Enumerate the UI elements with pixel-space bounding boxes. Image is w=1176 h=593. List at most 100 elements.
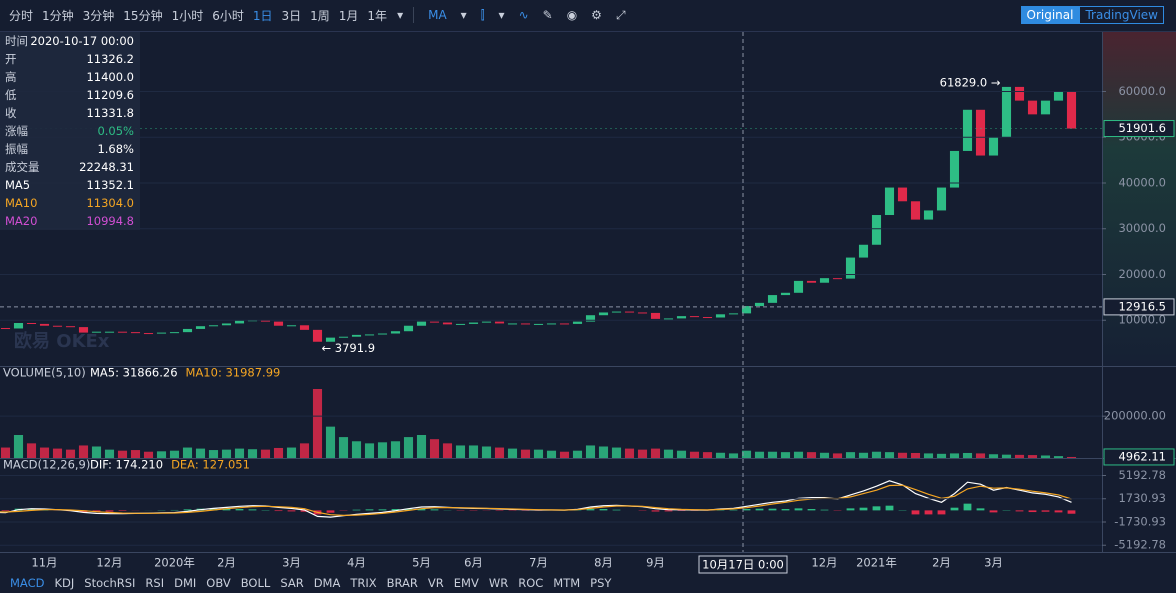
candle — [286, 325, 297, 327]
interval-button[interactable]: 1日 — [252, 8, 273, 23]
volume-bar — [1053, 456, 1064, 458]
indicator-tab[interactable]: DMI — [174, 576, 197, 590]
interval-button[interactable]: 1年 — [367, 8, 388, 23]
indicator-select[interactable]: MA — [428, 8, 447, 22]
macd-histogram-bar — [326, 510, 335, 513]
volume-bar — [975, 453, 986, 458]
interval-button[interactable]: 1小时 — [171, 8, 204, 23]
info-value: 2020-10-17 00:00 — [30, 34, 134, 48]
candle — [624, 311, 635, 313]
interval-button[interactable]: 1月 — [338, 8, 359, 23]
interval-button[interactable]: 6小时 — [212, 8, 244, 23]
volume-bar — [611, 447, 622, 458]
candle — [325, 337, 336, 342]
volume-bar — [351, 441, 362, 458]
tool-icon[interactable]: ▾ — [498, 8, 505, 22]
info-row: 高 11400.0 — [0, 68, 140, 86]
indicator-tab[interactable]: MACD — [10, 576, 45, 590]
macd-histogram-bar — [820, 509, 829, 511]
indicator-tab[interactable]: BRAR — [386, 576, 418, 590]
macd-histogram-bar — [781, 509, 790, 511]
candle — [962, 109, 973, 151]
macd-histogram-bar — [872, 506, 881, 511]
volume-bar — [52, 448, 63, 458]
volume-bar — [507, 448, 518, 458]
volume-bar — [299, 443, 310, 458]
macd-histogram-bar — [950, 507, 959, 511]
candle — [1001, 86, 1012, 138]
dropdown[interactable]: ▾ — [397, 8, 404, 22]
volume-bar — [234, 448, 245, 458]
candle — [1040, 100, 1051, 115]
interval-button[interactable]: 分时 — [9, 8, 34, 23]
info-label: 振幅 — [5, 142, 28, 156]
candle — [897, 187, 908, 202]
candle — [338, 336, 349, 338]
macd-histogram-bar — [430, 509, 439, 511]
indicator-tab[interactable]: StochRSI — [84, 576, 136, 590]
volume-bar — [429, 439, 440, 458]
candle — [754, 302, 765, 307]
macd-histogram-bar — [937, 510, 946, 515]
interval-button[interactable]: 3日 — [281, 8, 302, 23]
volume-bar — [312, 389, 323, 458]
candle — [39, 323, 50, 326]
interval-button[interactable]: 15分钟 — [123, 8, 163, 23]
candle — [780, 292, 791, 296]
price-marker: 4962.11 — [1118, 449, 1166, 463]
tool-icon[interactable]: ∿ — [518, 8, 529, 22]
indicator-tab[interactable]: ROC — [518, 576, 544, 590]
candle — [182, 328, 193, 333]
view-button[interactable]: TradingView — [1079, 6, 1164, 24]
tool-icon[interactable]: ▾ — [460, 8, 467, 22]
candle — [351, 334, 362, 337]
volume-bar — [156, 451, 167, 458]
info-value: 22248.31 — [79, 160, 134, 174]
candle — [169, 332, 180, 334]
interval-button[interactable]: 1周 — [310, 8, 330, 23]
volume-bar — [923, 453, 934, 458]
info-value: 10994.8 — [86, 214, 134, 228]
indicator-tab[interactable]: KDJ — [54, 576, 75, 590]
indicator-tab[interactable]: MTM — [553, 576, 581, 590]
candle — [455, 323, 466, 325]
tool-icon[interactable]: ⚙ — [591, 8, 602, 22]
volume-bar — [377, 442, 388, 458]
macd-histogram-bar — [794, 508, 803, 511]
candle — [26, 322, 37, 324]
tool-icon[interactable]: ⫿ — [480, 7, 485, 22]
y-tick-label: 20000.0 — [1118, 267, 1166, 281]
indicator-tab[interactable]: EMV — [453, 576, 479, 590]
volume-bar — [195, 448, 206, 458]
info-label: MA20 — [5, 214, 38, 228]
volume-bar — [13, 435, 24, 458]
volume-bar — [767, 451, 778, 458]
x-tick-label: 9月 — [646, 556, 665, 570]
macd-histogram-bar — [729, 509, 738, 511]
interval-button[interactable]: 1分钟 — [42, 8, 74, 23]
plot — [0, 86, 1077, 518]
info-value: 11331.8 — [86, 106, 134, 120]
interval-button[interactable]: 3分钟 — [82, 8, 115, 23]
indicator-tab[interactable]: PSY — [590, 576, 612, 590]
candle — [910, 201, 921, 220]
indicator-tab[interactable]: WR — [488, 576, 509, 590]
info-value: 11400.0 — [86, 70, 134, 84]
indicator-tab[interactable]: OBV — [206, 576, 231, 590]
candle — [156, 332, 167, 334]
indicator-tab[interactable]: BOLL — [240, 576, 271, 590]
indicator-tab[interactable]: TRIX — [350, 576, 377, 590]
candle — [0, 328, 11, 330]
crosshair-date-box — [698, 555, 788, 574]
indicator-tab[interactable]: RSI — [145, 576, 165, 590]
x-tick-label: 3月 — [282, 556, 301, 570]
candle — [559, 323, 570, 325]
tool-icon[interactable]: ◉ — [566, 8, 578, 22]
indicator-tab[interactable]: VR — [427, 576, 444, 590]
tool-icon[interactable]: ⤢ — [615, 7, 626, 22]
view-button[interactable]: Original — [1020, 6, 1080, 24]
tool-icon[interactable]: ✎ — [542, 8, 553, 22]
candle — [533, 323, 544, 325]
indicator-tab[interactable]: DMA — [313, 576, 341, 590]
indicator-tab[interactable]: SAR — [280, 576, 304, 590]
